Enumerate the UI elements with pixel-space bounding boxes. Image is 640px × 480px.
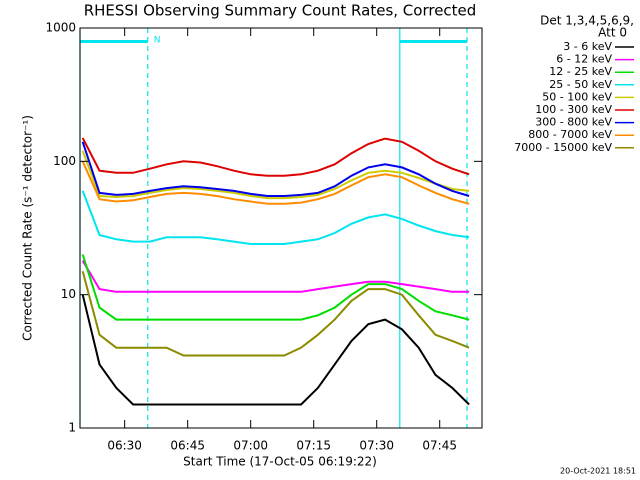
legend-label: 7000 - 15000 keV bbox=[514, 141, 612, 154]
y-tick-label: 100 bbox=[53, 154, 76, 168]
legend-label: 3 - 6 keV bbox=[563, 40, 612, 53]
footer: 20-Oct-2021 18:51 bbox=[560, 467, 636, 476]
series-line bbox=[81, 294, 470, 406]
x-tick-label: 07:00 bbox=[233, 439, 268, 453]
series-line bbox=[81, 260, 470, 293]
x-tick-label: 06:45 bbox=[170, 439, 205, 453]
series-line bbox=[81, 160, 470, 205]
y-tick-label: 1000 bbox=[45, 21, 76, 35]
legend-label: 12 - 25 keV bbox=[549, 65, 612, 78]
chart-title: RHESSI Observing Summary Count Rates, Co… bbox=[84, 2, 477, 20]
x-axis-label: Start Time (17-Oct-05 06:19:22) bbox=[183, 455, 377, 469]
series-line bbox=[81, 141, 470, 197]
legend-label: 25 - 50 keV bbox=[549, 78, 612, 91]
legend-header: Att 0 bbox=[598, 26, 627, 40]
night-bar bbox=[399, 40, 468, 43]
legend-label: 6 - 12 keV bbox=[556, 53, 612, 66]
night-label: N bbox=[154, 36, 161, 46]
series-line bbox=[81, 137, 470, 177]
legend-label: 50 - 100 keV bbox=[542, 90, 612, 103]
legend-label: 100 - 300 keV bbox=[535, 103, 612, 116]
x-tick-label: 07:30 bbox=[359, 439, 394, 453]
night-bar bbox=[80, 40, 148, 43]
series-line bbox=[81, 254, 470, 321]
legend-header: Det 1,3,4,5,6,9, bbox=[540, 14, 634, 28]
series-line bbox=[81, 190, 470, 245]
series-line bbox=[81, 150, 470, 200]
legend-label: 300 - 800 keV bbox=[535, 116, 612, 129]
y-axis-label: Corrected Count Rate (s⁻¹ detector⁻¹) bbox=[21, 115, 35, 341]
y-tick-label: 10 bbox=[61, 287, 76, 301]
y-tick-label: 1 bbox=[68, 421, 76, 435]
x-tick-label: 07:45 bbox=[422, 439, 457, 453]
series-line bbox=[81, 270, 470, 357]
x-tick-label: 07:15 bbox=[296, 439, 331, 453]
legend-label: 800 - 7000 keV bbox=[528, 128, 612, 141]
x-tick-label: 06:30 bbox=[107, 439, 142, 453]
plot-frame bbox=[79, 27, 483, 429]
